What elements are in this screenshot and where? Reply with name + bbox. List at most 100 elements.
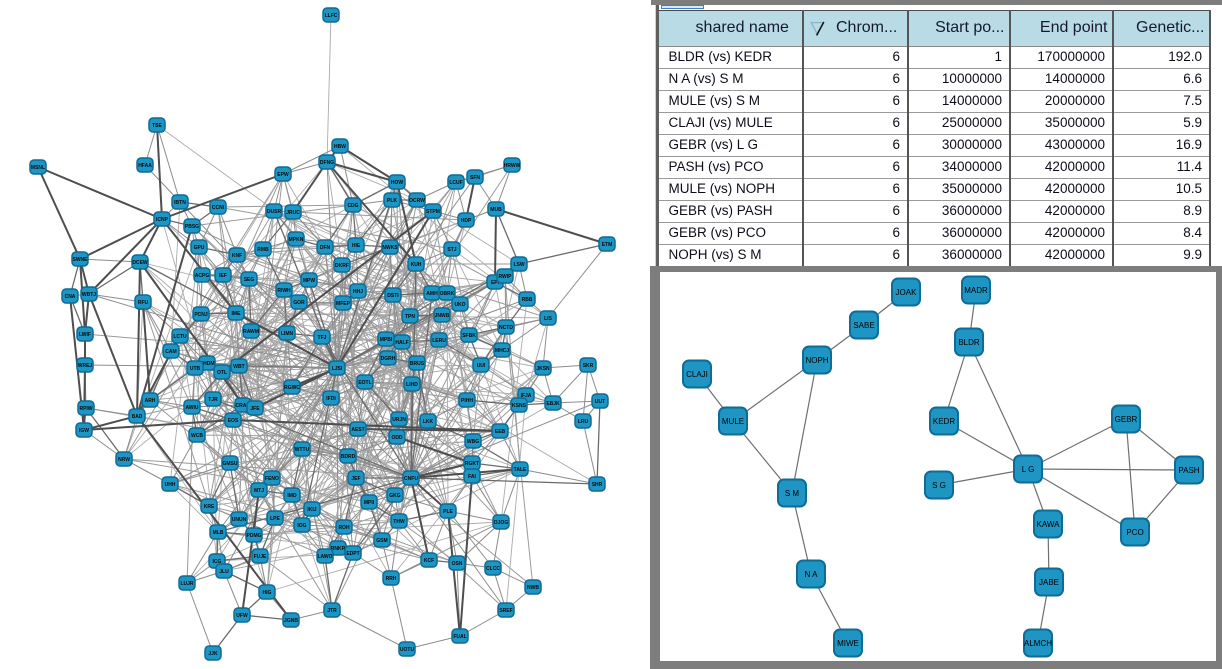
- svg-text:UNUN: UNUN: [232, 517, 247, 523]
- svg-text:ICNP: ICNP: [156, 217, 169, 223]
- svg-text:TFJ: TFJ: [318, 335, 327, 341]
- svg-text:PLK: PLK: [387, 198, 397, 204]
- svg-text:EOTL: EOTL: [358, 380, 371, 386]
- svg-text:FUAL: FUAL: [453, 634, 466, 640]
- svg-text:LLFC: LLFC: [325, 13, 338, 19]
- svg-text:ALMCH: ALMCH: [1024, 639, 1052, 648]
- svg-text:LWIF: LWIF: [79, 332, 91, 338]
- svg-text:GKG: GKG: [389, 493, 401, 499]
- svg-text:OBRK: OBRK: [440, 291, 455, 297]
- svg-text:NWKS: NWKS: [382, 245, 398, 251]
- svg-text:NWB: NWB: [527, 585, 539, 591]
- svg-text:AWIU: AWIU: [185, 405, 198, 411]
- svg-text:LCTU: LCTU: [173, 334, 187, 340]
- svg-text:HDP: HDP: [461, 218, 472, 224]
- svg-text:BDRD: BDRD: [341, 454, 356, 460]
- svg-text:DKRF: DKRF: [335, 263, 349, 269]
- svg-text:RRH: RRH: [386, 576, 397, 582]
- svg-text:PIHH: PIHH: [461, 398, 473, 404]
- svg-text:DFNG: DFNG: [320, 160, 334, 166]
- svg-text:TJR: TJR: [208, 397, 218, 403]
- svg-text:MULE: MULE: [722, 417, 744, 426]
- svg-text:SKR: SKR: [583, 363, 594, 369]
- svg-text:GEBR: GEBR: [1115, 415, 1138, 424]
- svg-text:GSM: GSM: [376, 538, 387, 544]
- svg-text:DGRH: DGRH: [381, 356, 396, 362]
- svg-text:JJK: JJK: [208, 651, 218, 657]
- svg-text:MPW: MPW: [303, 278, 316, 284]
- svg-text:IME: IME: [232, 311, 242, 317]
- svg-text:IOG: IOG: [297, 523, 306, 529]
- svg-text:MHCJ: MHCJ: [495, 348, 509, 354]
- svg-text:CDG: CDG: [347, 203, 358, 209]
- svg-text:JEF: JEF: [351, 476, 360, 482]
- svg-text:FAI: FAI: [468, 474, 476, 480]
- svg-text:IGW: IGW: [79, 428, 89, 434]
- svg-text:ICG: ICG: [213, 559, 222, 565]
- svg-text:TSE: TSE: [152, 123, 162, 129]
- svg-text:HRWW: HRWW: [504, 163, 521, 169]
- svg-text:LSW: LSW: [513, 262, 524, 268]
- svg-text:MFEP: MFEP: [336, 301, 351, 307]
- svg-text:STJ: STJ: [447, 247, 456, 253]
- svg-text:S G: S G: [932, 481, 946, 490]
- svg-text:BLDR: BLDR: [958, 338, 980, 347]
- svg-text:KEDR: KEDR: [933, 417, 955, 426]
- svg-text:KNF: KNF: [232, 253, 242, 259]
- svg-text:DFN: DFN: [320, 245, 331, 251]
- svg-text:GOR: GOR: [293, 300, 305, 306]
- svg-text:LRU: LRU: [578, 419, 589, 425]
- svg-text:L G: L G: [1022, 465, 1035, 474]
- svg-text:SWNE: SWNE: [73, 257, 89, 263]
- svg-text:MPII: MPII: [364, 500, 375, 506]
- svg-text:CLCC: CLCC: [486, 566, 500, 572]
- svg-text:AEST: AEST: [351, 427, 364, 433]
- svg-text:UHH: UHH: [165, 482, 176, 488]
- svg-text:NRW: NRW: [118, 457, 130, 463]
- svg-text:EPW: EPW: [277, 172, 289, 178]
- svg-text:S M: S M: [785, 489, 800, 498]
- svg-text:OCRW: OCRW: [409, 198, 425, 204]
- svg-text:PCNJ: PCNJ: [194, 312, 208, 318]
- svg-text:RPIW: RPIW: [79, 406, 92, 412]
- svg-text:LIMN: LIMN: [281, 331, 294, 337]
- svg-text:KCF: KCF: [424, 558, 434, 564]
- svg-text:ETM: ETM: [602, 242, 613, 248]
- svg-text:PCO: PCO: [1126, 528, 1143, 537]
- svg-text:LAWO: LAWO: [318, 554, 333, 560]
- svg-text:JTR: JTR: [327, 608, 337, 614]
- svg-text:UOTU: UOTU: [400, 647, 415, 653]
- svg-text:UUI: UUI: [477, 363, 486, 369]
- svg-text:WBT: WBT: [233, 364, 244, 370]
- svg-text:TPN: TPN: [405, 314, 415, 320]
- svg-text:IFJA: IFJA: [521, 393, 532, 399]
- svg-text:CLAJI: CLAJI: [686, 370, 708, 379]
- svg-text:RIWH: RIWH: [277, 288, 291, 294]
- svg-text:MUB: MUB: [490, 207, 502, 213]
- svg-text:IKIJ: IKIJ: [307, 507, 316, 513]
- svg-text:LIS: LIS: [544, 316, 552, 322]
- svg-text:IEF: IEF: [219, 273, 227, 279]
- svg-text:IFDI: IFDI: [326, 396, 336, 402]
- svg-text:ARH: ARH: [145, 398, 156, 404]
- svg-text:RAWM: RAWM: [243, 329, 259, 335]
- svg-text:JRUC: JRUC: [286, 210, 300, 216]
- svg-text:URJN: URJN: [392, 417, 406, 423]
- svg-text:AMH: AMH: [426, 291, 438, 297]
- svg-text:FENO: FENO: [265, 476, 279, 482]
- svg-text:NOPH: NOPH: [805, 356, 828, 365]
- svg-text:OJOG: OJOG: [494, 520, 509, 526]
- svg-text:DSTI: DSTI: [387, 293, 399, 299]
- svg-text:BRUS: BRUS: [410, 361, 425, 367]
- svg-text:EOS: EOS: [228, 418, 239, 424]
- svg-text:RNKR: RNKR: [331, 546, 346, 552]
- svg-text:PLE: PLE: [443, 509, 453, 515]
- svg-text:ROH: ROH: [338, 525, 350, 531]
- svg-text:JFE: JFE: [250, 406, 260, 412]
- svg-text:WTTU: WTTU: [295, 447, 310, 453]
- svg-text:SHR: SHR: [592, 482, 603, 488]
- svg-text:KAWA: KAWA: [1037, 520, 1061, 529]
- svg-text:HHJ: HHJ: [353, 289, 363, 295]
- svg-text:STPM: STPM: [426, 209, 440, 215]
- svg-text:MSNL: MSNL: [31, 165, 45, 171]
